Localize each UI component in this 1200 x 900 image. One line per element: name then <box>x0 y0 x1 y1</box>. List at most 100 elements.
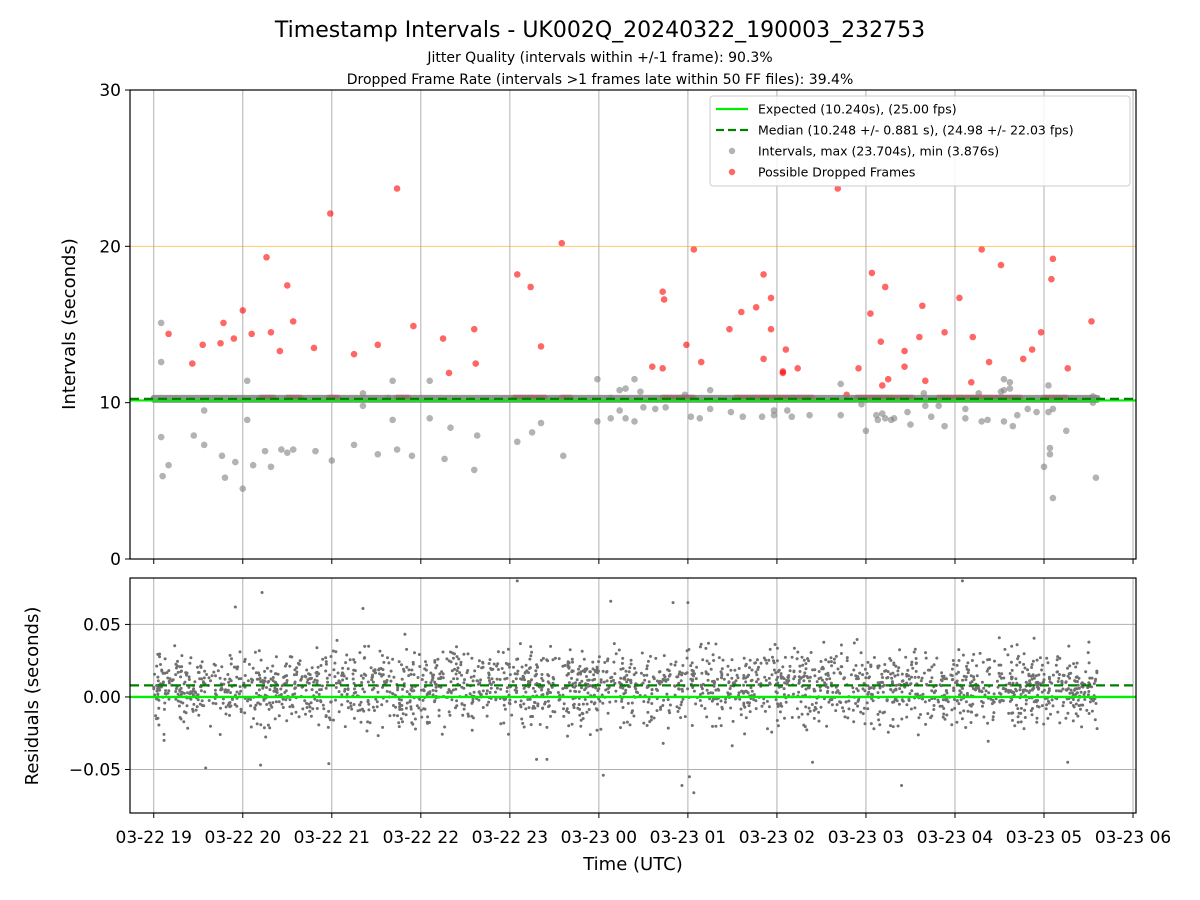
residual-point <box>213 688 217 692</box>
residual-point <box>547 681 551 685</box>
interval-point <box>157 433 165 441</box>
residual-point <box>999 663 1003 667</box>
residual-point <box>807 706 811 710</box>
residual-point <box>765 699 769 703</box>
residual-point <box>890 680 894 684</box>
residual-point <box>247 662 251 666</box>
residual-point <box>917 675 921 679</box>
residual-point <box>527 671 530 675</box>
residual-point <box>836 667 840 671</box>
residual-point <box>429 671 433 675</box>
residual-point <box>652 716 656 720</box>
residual-point <box>259 723 263 727</box>
residual-point <box>187 685 191 689</box>
residual-point <box>345 677 349 680</box>
residual-point <box>191 709 195 713</box>
residual-point <box>958 693 962 697</box>
residual-point <box>466 669 470 672</box>
residual-point <box>411 712 415 716</box>
residual-point <box>340 674 344 677</box>
residual-point <box>224 688 228 692</box>
interval-point <box>393 446 401 453</box>
residual-point <box>935 656 939 660</box>
residual-point <box>488 679 491 683</box>
residual-point <box>975 664 978 668</box>
residual-point <box>603 661 607 664</box>
residual-point <box>450 698 454 702</box>
residual-point <box>827 700 831 704</box>
residual-point <box>216 669 220 673</box>
residual-point <box>863 722 867 726</box>
residual-point <box>576 706 580 710</box>
residual-point <box>690 661 694 665</box>
residual-point <box>514 700 517 704</box>
residual-point <box>304 688 308 692</box>
interval-point <box>1006 385 1014 392</box>
residual-point <box>203 690 207 694</box>
residual-point <box>358 703 362 707</box>
residual-point <box>198 677 202 681</box>
residual-point <box>655 679 659 683</box>
dropped-frame-point <box>968 379 975 386</box>
interval-point <box>408 452 416 460</box>
residual-point <box>619 676 623 680</box>
residual-point <box>965 664 968 668</box>
residual-point <box>984 689 988 693</box>
dropped-frame-point <box>1037 329 1045 336</box>
residual-point <box>964 675 968 679</box>
residual-point <box>229 662 233 666</box>
residual-point <box>524 707 528 711</box>
residual-point <box>952 686 956 690</box>
interval-point <box>594 375 601 383</box>
residual-point <box>225 690 229 694</box>
residual-point <box>730 658 734 662</box>
residual-point <box>790 655 794 659</box>
residual-point <box>280 702 284 706</box>
residual-point <box>455 655 459 659</box>
residual-point <box>838 691 842 695</box>
residual-point <box>577 667 580 671</box>
interval-point <box>890 415 898 422</box>
residual-point <box>1066 674 1070 678</box>
residual-point <box>605 679 609 683</box>
residual-point <box>642 700 646 703</box>
residual-point <box>832 671 836 675</box>
residual-point <box>852 668 856 672</box>
residual-point <box>238 685 242 689</box>
residual-point <box>343 689 347 693</box>
residual-point <box>203 669 207 673</box>
residual-point <box>249 725 253 729</box>
residual-point <box>849 673 853 677</box>
residual-point <box>817 670 821 673</box>
residual-point <box>381 685 384 689</box>
residual-point <box>878 710 882 714</box>
residual-point <box>495 686 499 690</box>
residual-point <box>691 669 695 673</box>
residual-point <box>506 663 510 666</box>
residual-point <box>315 699 319 703</box>
residual-point <box>826 691 829 694</box>
residual-point <box>426 721 430 725</box>
residual-point <box>1083 690 1087 694</box>
residual-point <box>629 681 633 685</box>
residual-point <box>334 698 337 702</box>
residual-point <box>839 643 843 647</box>
residual-point <box>606 659 609 663</box>
residual-point <box>538 685 542 689</box>
residual-point <box>192 702 196 706</box>
interval-point <box>389 377 396 385</box>
residual-point <box>403 632 407 636</box>
residual-point <box>961 687 964 690</box>
residual-point <box>352 716 356 720</box>
residual-point <box>1088 700 1092 704</box>
residual-point <box>351 677 355 681</box>
residual-point <box>353 660 357 664</box>
legend-intervals-label: Intervals, max (23.704s), min (3.876s) <box>758 144 999 159</box>
residual-point <box>965 667 969 671</box>
residual-point <box>547 705 550 709</box>
residual-point <box>674 660 678 664</box>
residual-point <box>762 701 766 705</box>
residual-point <box>720 674 724 677</box>
residual-point <box>498 678 502 681</box>
residual-point <box>978 651 982 655</box>
